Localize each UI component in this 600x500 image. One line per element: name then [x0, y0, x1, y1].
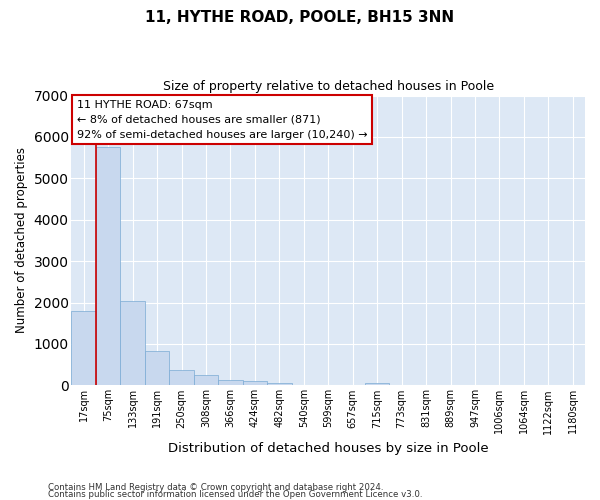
Bar [145, 351, 169, 386]
Y-axis label: Number of detached properties: Number of detached properties [15, 148, 28, 334]
Text: 11, HYTHE ROAD, POOLE, BH15 3NN: 11, HYTHE ROAD, POOLE, BH15 3NN [145, 10, 455, 25]
Text: 11 HYTHE ROAD: 67sqm
← 8% of detached houses are smaller (871)
92% of semi-detac: 11 HYTHE ROAD: 67sqm ← 8% of detached ho… [77, 100, 367, 140]
Title: Size of property relative to detached houses in Poole: Size of property relative to detached ho… [163, 80, 494, 93]
Bar [365, 384, 389, 386]
Bar [316, 385, 340, 386]
Bar [267, 384, 292, 386]
Bar [242, 381, 267, 386]
X-axis label: Distribution of detached houses by size in Poole: Distribution of detached houses by size … [168, 442, 488, 455]
Bar [71, 311, 96, 386]
Bar [121, 300, 145, 386]
Bar [194, 376, 218, 386]
Bar [218, 380, 242, 386]
Bar [96, 148, 121, 386]
Bar [292, 384, 316, 386]
Text: Contains HM Land Registry data © Crown copyright and database right 2024.: Contains HM Land Registry data © Crown c… [48, 484, 383, 492]
Bar [169, 370, 194, 386]
Text: Contains public sector information licensed under the Open Government Licence v3: Contains public sector information licen… [48, 490, 422, 499]
